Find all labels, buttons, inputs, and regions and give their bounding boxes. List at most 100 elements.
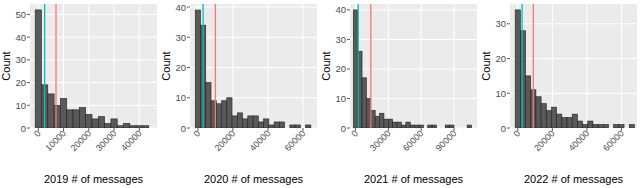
histogram-bar [117, 126, 123, 128]
tick-mark [267, 128, 268, 131]
tick-label: 40000 [248, 128, 273, 153]
grid-line [88, 4, 89, 128]
tick-mark [27, 128, 30, 129]
histogram-bar [572, 114, 577, 128]
plot-background [510, 4, 637, 128]
tick-label: 10 [175, 92, 186, 103]
grid-line [190, 67, 317, 68]
histogram-bar [419, 125, 423, 128]
tick-mark [586, 128, 587, 131]
tick-label: 30000 [368, 128, 393, 153]
histogram-bar [227, 98, 232, 128]
tick-label: 40000 [567, 128, 592, 153]
histogram-bar [362, 78, 366, 128]
tick-mark [517, 128, 518, 131]
histogram-bar [136, 126, 142, 128]
tick-mark [88, 128, 89, 131]
grid-line [350, 9, 477, 10]
panel: 01020304002000040000600002020 # of messa… [160, 2, 317, 185]
tick-label: 0 [32, 128, 43, 139]
histogram-bar [388, 119, 392, 128]
histogram-bar [454, 128, 458, 129]
panel: 01020304003000060000900002021 # of messa… [320, 4, 477, 185]
tick-label: 0 [512, 128, 523, 139]
panel: 010203002000040000600002022 # of message… [480, 4, 637, 185]
tick-label: 20000 [532, 128, 557, 153]
tick-label: 20 [15, 77, 26, 88]
histogram-bar [458, 128, 462, 129]
grid-line [421, 4, 422, 128]
histogram-bar [432, 125, 436, 128]
histogram-bar [375, 116, 379, 128]
histogram-bar [35, 10, 41, 128]
histogram-bar [567, 118, 572, 128]
histogram-bar [243, 119, 248, 128]
histogram-bar [248, 116, 253, 128]
reference-line [215, 4, 216, 128]
grid-line [510, 23, 637, 24]
histogram-bar [92, 119, 98, 128]
histogram-bar [577, 121, 582, 128]
histogram-bar [393, 122, 397, 128]
grid-line [586, 4, 587, 128]
axis-title: Count [160, 51, 172, 80]
reference-line [370, 4, 371, 128]
tick-mark [197, 128, 198, 131]
tick-label: 0 [341, 123, 346, 134]
histogram-bar [526, 76, 531, 128]
histogram-bar [86, 114, 92, 128]
histogram-bar [463, 128, 467, 129]
tick-mark [187, 128, 190, 129]
grid-line [139, 4, 140, 128]
histogram-bar [557, 114, 562, 128]
axis-title: 2020 # of messages [204, 173, 304, 185]
tick-mark [27, 37, 30, 38]
histogram-bar [264, 119, 269, 128]
tick-label: 10000 [43, 128, 68, 153]
histogram-bar [290, 125, 295, 128]
histogram-bar [216, 104, 221, 128]
grid-line [232, 4, 233, 128]
tick-mark [139, 128, 140, 131]
reference-line [358, 4, 359, 128]
tick-mark [507, 128, 510, 129]
histogram-bar [279, 122, 284, 128]
tick-mark [621, 128, 622, 131]
histogram-bar [450, 125, 454, 128]
histogram-bar [98, 117, 104, 128]
histogram-bar [401, 125, 405, 128]
tick-label: 30 [15, 54, 26, 65]
tick-label: 60000 [283, 128, 308, 153]
grid-line [30, 59, 157, 60]
histogram-bar [124, 123, 130, 128]
tick-mark [114, 128, 115, 131]
grid-line [302, 4, 303, 128]
tick-label: 20000 [213, 128, 238, 153]
histogram-bar [60, 98, 66, 128]
tick-mark [27, 59, 30, 60]
tick-mark [187, 7, 190, 8]
histogram-bar [583, 125, 588, 128]
histogram-bar [410, 125, 414, 128]
histogram-bar [371, 110, 375, 128]
panel: 010203040500100002000030000400002019 # o… [0, 4, 157, 185]
tick-label: 30000 [94, 128, 119, 153]
tick-label: 30 [335, 34, 346, 45]
marks [353, 4, 471, 128]
grid-line [190, 37, 317, 38]
tick-label: 30 [495, 18, 506, 29]
tick-label: 10 [335, 93, 346, 104]
grid-line [30, 82, 157, 83]
tick-label: 60000 [401, 128, 426, 153]
tick-label: 0 [181, 123, 186, 134]
reference-line [202, 4, 203, 128]
tick-label: 40000 [119, 128, 144, 153]
tick-label: 0 [192, 128, 203, 139]
tick-mark [355, 128, 356, 131]
tick-mark [347, 68, 350, 69]
grid-line [350, 39, 477, 40]
reference-line [521, 4, 522, 128]
tick-label: 40 [175, 2, 186, 13]
tick-label: 0 [21, 123, 26, 134]
tick-label: 20 [495, 53, 506, 64]
